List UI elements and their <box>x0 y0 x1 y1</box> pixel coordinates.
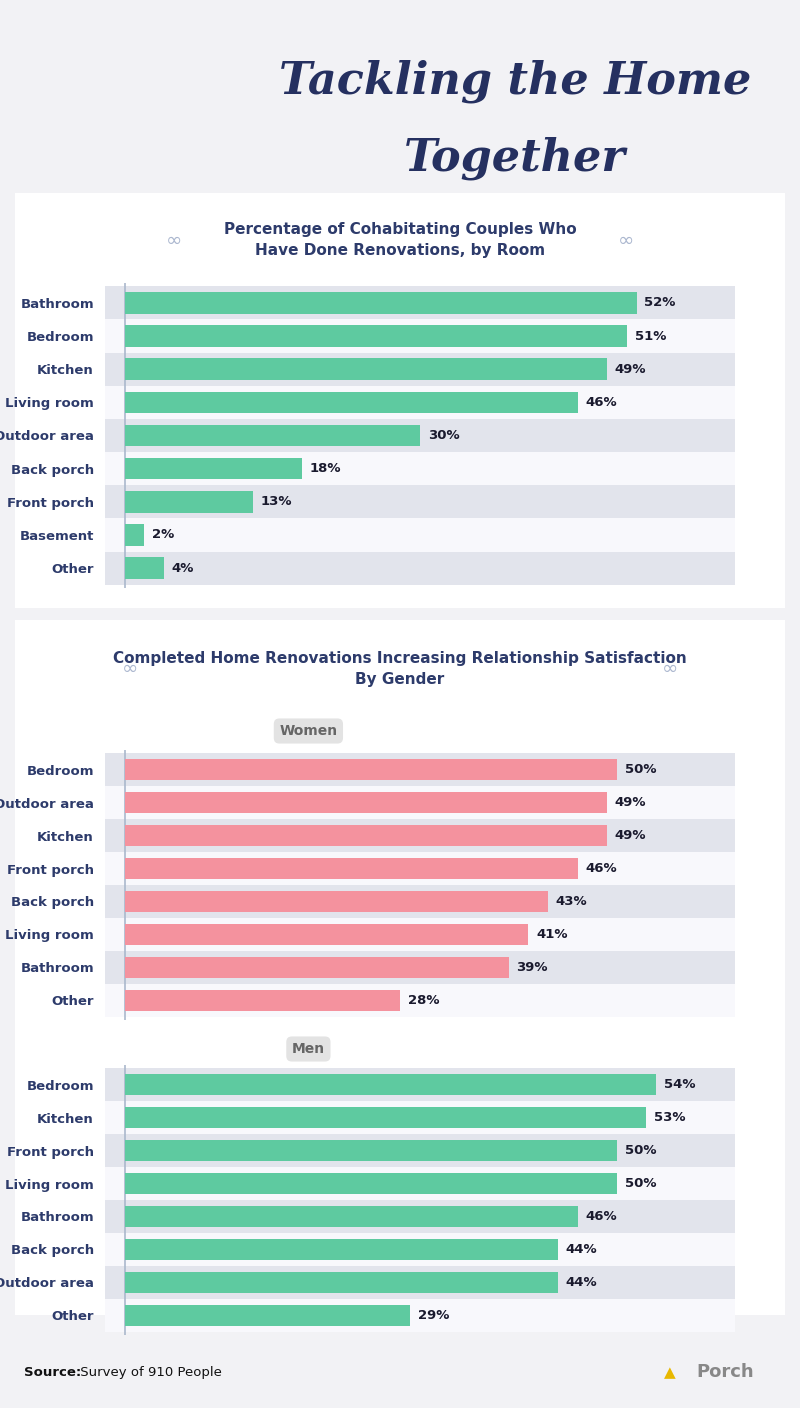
Bar <box>125 325 626 346</box>
Text: Together: Together <box>404 137 626 180</box>
Text: Completed Home Renovations Increasing Relationship Satisfaction
By Gender: Completed Home Renovations Increasing Re… <box>113 650 687 687</box>
Bar <box>105 420 735 452</box>
Bar <box>125 291 637 314</box>
Text: 49%: 49% <box>615 796 646 810</box>
Bar <box>105 1135 735 1167</box>
Bar <box>105 984 735 1017</box>
Bar <box>105 852 735 886</box>
Bar <box>125 759 617 780</box>
Text: 18%: 18% <box>310 462 342 474</box>
Text: 49%: 49% <box>615 829 646 842</box>
Bar <box>105 950 735 984</box>
Text: Men: Men <box>292 1042 325 1056</box>
Text: 54%: 54% <box>664 1079 696 1091</box>
Text: Porch: Porch <box>696 1363 754 1381</box>
Text: 51%: 51% <box>634 329 666 342</box>
Bar <box>105 352 735 386</box>
Bar <box>105 1233 735 1266</box>
Text: 4%: 4% <box>172 562 194 574</box>
Bar <box>105 1266 735 1298</box>
Bar <box>105 786 735 819</box>
Text: 2%: 2% <box>152 528 174 542</box>
Text: 50%: 50% <box>625 763 656 776</box>
Text: 53%: 53% <box>654 1111 686 1124</box>
Text: 44%: 44% <box>566 1276 598 1288</box>
Bar <box>125 558 164 579</box>
Bar <box>125 1074 656 1095</box>
Bar <box>125 990 400 1011</box>
Text: Percentage of Cohabitating Couples Who
Have Done Renovations, by Room: Percentage of Cohabitating Couples Who H… <box>224 222 576 258</box>
Text: 44%: 44% <box>566 1243 598 1256</box>
Bar <box>125 1107 646 1128</box>
Text: ▲: ▲ <box>664 1364 676 1380</box>
Bar <box>125 1205 578 1228</box>
Bar <box>105 452 735 486</box>
Text: 46%: 46% <box>586 396 617 408</box>
Bar <box>105 386 735 420</box>
Bar <box>105 486 735 518</box>
Bar <box>125 1140 617 1162</box>
Bar <box>105 286 735 320</box>
Bar <box>125 857 578 879</box>
Bar <box>125 956 509 979</box>
Bar <box>105 1101 735 1135</box>
Bar <box>125 391 578 413</box>
Text: 30%: 30% <box>428 429 459 442</box>
Bar <box>105 886 735 918</box>
Text: 28%: 28% <box>408 994 440 1007</box>
Text: 50%: 50% <box>625 1177 656 1190</box>
Text: 29%: 29% <box>418 1309 450 1322</box>
Text: 39%: 39% <box>517 960 548 974</box>
Bar <box>105 1167 735 1200</box>
Bar <box>105 918 735 950</box>
Bar <box>125 524 144 546</box>
Bar <box>125 825 607 846</box>
Text: ∞: ∞ <box>122 659 138 679</box>
Text: 43%: 43% <box>556 895 587 908</box>
Bar <box>105 552 735 584</box>
Bar <box>125 924 528 945</box>
Bar <box>125 891 548 912</box>
Text: ∞: ∞ <box>662 659 678 679</box>
Bar <box>125 1305 410 1326</box>
Bar <box>125 359 607 380</box>
Text: 52%: 52% <box>645 297 676 310</box>
Bar <box>105 819 735 852</box>
Text: 13%: 13% <box>261 496 292 508</box>
Bar <box>105 1069 735 1101</box>
Text: ∞: ∞ <box>618 231 634 249</box>
Text: ∞: ∞ <box>166 231 182 249</box>
Bar <box>105 753 735 786</box>
Text: 46%: 46% <box>586 1209 617 1224</box>
Text: 50%: 50% <box>625 1145 656 1157</box>
Bar <box>125 1173 617 1194</box>
Text: Source:: Source: <box>24 1366 82 1378</box>
Bar <box>125 491 253 513</box>
Text: 41%: 41% <box>536 928 568 941</box>
Text: 49%: 49% <box>615 363 646 376</box>
Text: Tackling the Home: Tackling the Home <box>279 59 751 103</box>
Bar <box>105 320 735 352</box>
Bar <box>125 458 302 480</box>
Bar <box>105 1298 735 1332</box>
Bar <box>125 1239 558 1260</box>
Text: 46%: 46% <box>586 862 617 874</box>
Bar <box>105 1200 735 1233</box>
Bar <box>125 425 420 446</box>
Text: Women: Women <box>279 724 338 738</box>
Text: Survey of 910 People: Survey of 910 People <box>76 1366 222 1378</box>
Bar <box>105 518 735 552</box>
Bar <box>125 1271 558 1293</box>
Bar <box>125 791 607 814</box>
